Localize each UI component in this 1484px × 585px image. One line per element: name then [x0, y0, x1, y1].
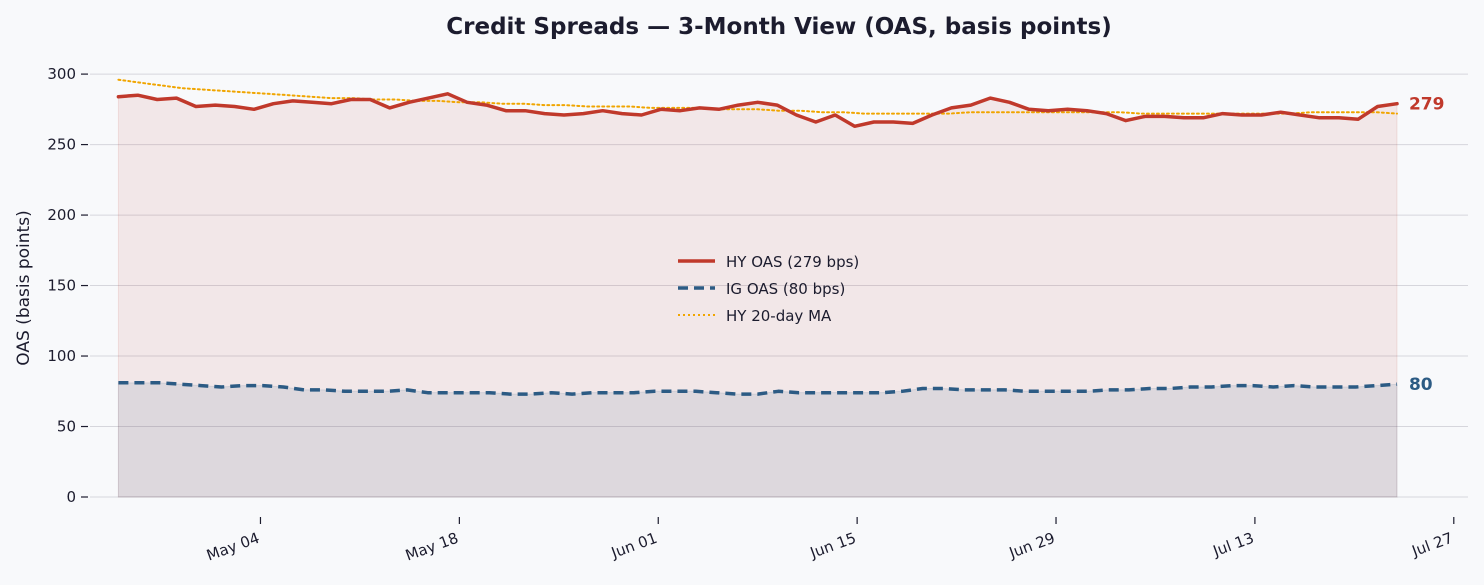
- x-axis: May 04 May 18 Jun 01 Jun 15 Jun 29 Jul 13 Jul …: [204, 517, 1455, 565]
- legend-entry: HY OAS (279 bps): [726, 253, 859, 271]
- end-value-labels: 279 80: [1409, 95, 1445, 396]
- end-value-label: 279: [1409, 95, 1445, 115]
- x-tick-label: May 04: [204, 529, 262, 565]
- chart-title: Credit Spreads — 3-Month View (OAS, basi…: [446, 14, 1111, 40]
- y-tick-label: 250: [47, 136, 76, 154]
- series-line: [118, 381, 1398, 396]
- y-axis: 0 50 100 150 200 250 300: [47, 65, 88, 506]
- y-tick-label: 200: [47, 206, 76, 224]
- series-fills: [117, 93, 1398, 498]
- y-tick-label: 0: [66, 488, 76, 506]
- x-tick-label: May 18: [403, 529, 461, 565]
- y-tick-label: 300: [47, 65, 76, 83]
- legend-entry: IG OAS (80 bps): [726, 280, 845, 298]
- series-fill: [117, 382, 1398, 498]
- x-tick-label: Jun 15: [807, 529, 859, 562]
- legend: HY OAS (279 bps) IG OAS (80 bps) HY 20-day…: [678, 253, 859, 325]
- y-tick-label: 50: [57, 418, 76, 436]
- x-tick-label: Jun 01: [608, 529, 660, 562]
- end-value-label: 80: [1409, 375, 1433, 395]
- x-tick-label: Jul 13: [1210, 529, 1257, 561]
- x-tick-label: Jul 27: [1409, 529, 1456, 561]
- grid-lines: [90, 73, 1468, 498]
- legend-entry: HY 20-day MA: [726, 307, 832, 325]
- series-line: [117, 78, 1398, 115]
- x-tick-label: Jun 29: [1006, 529, 1058, 562]
- y-tick-label: 100: [47, 347, 76, 365]
- y-tick-label: 150: [47, 277, 76, 295]
- series-line: [116, 92, 1399, 129]
- y-axis-label: OAS (basis points): [14, 210, 34, 365]
- series-lines: [116, 78, 1399, 396]
